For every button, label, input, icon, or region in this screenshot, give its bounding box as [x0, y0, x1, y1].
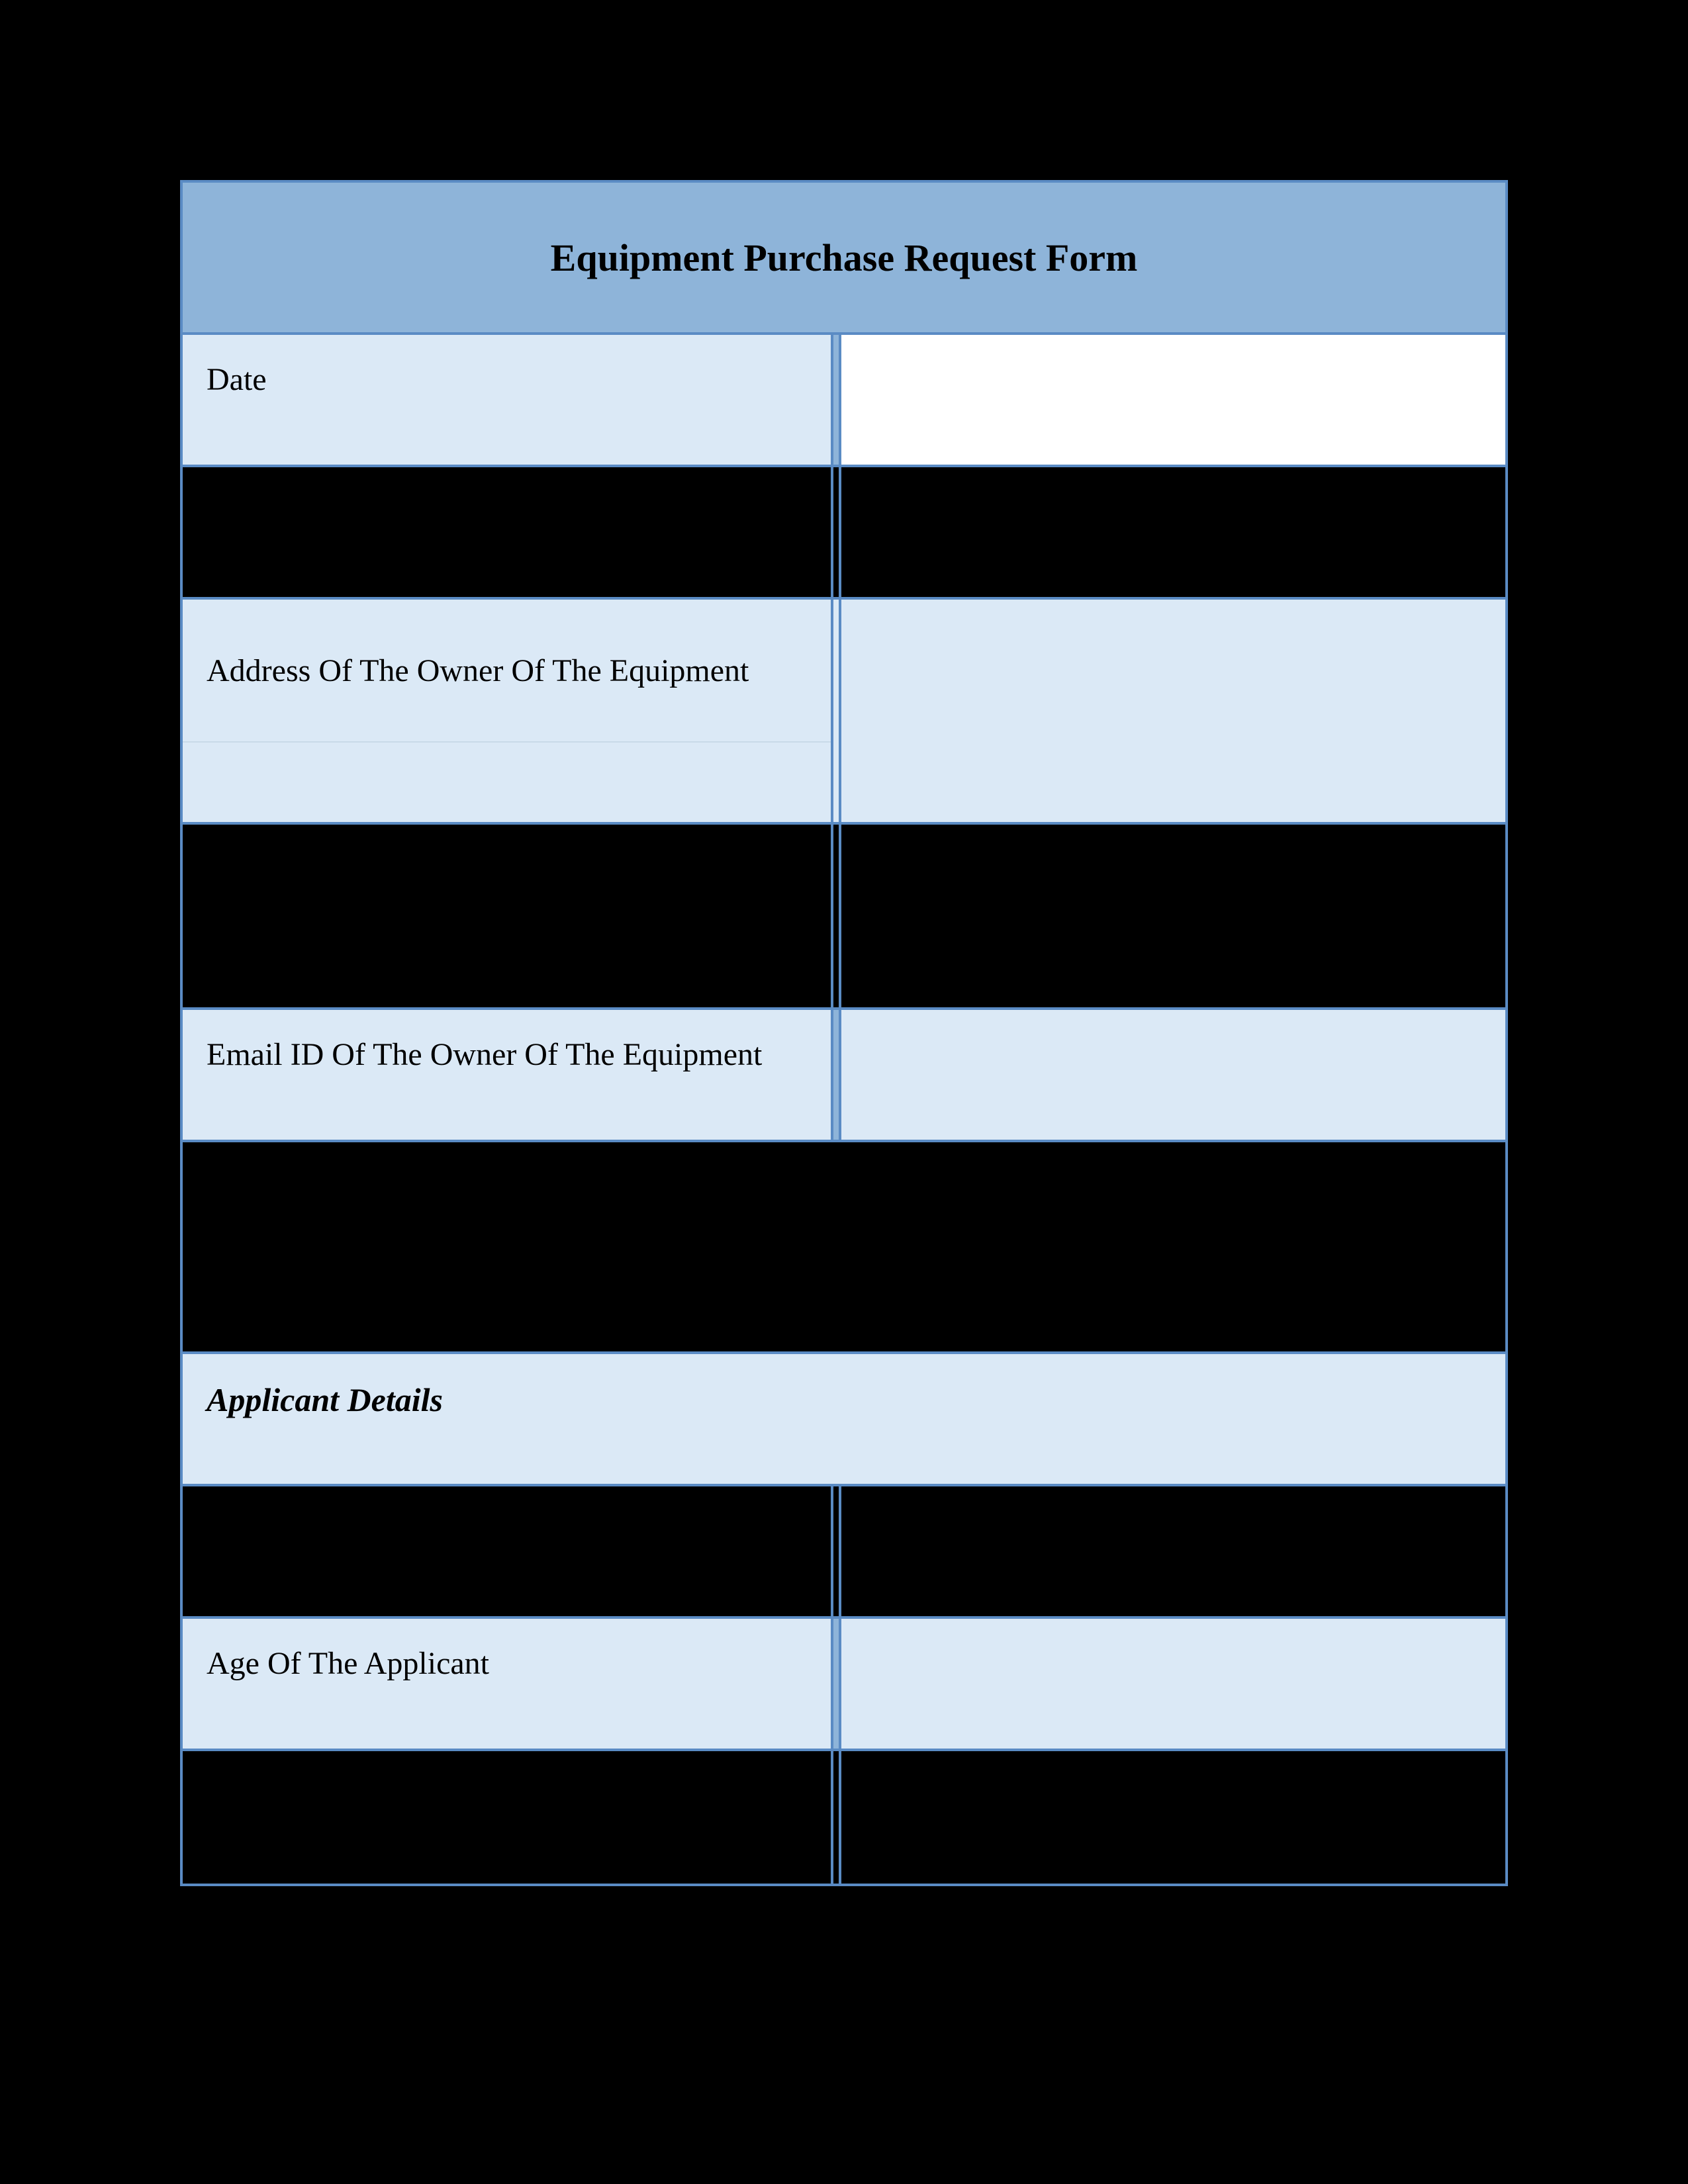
address-label-cell: Address Of The Owner Of The Equipment	[183, 600, 831, 822]
cell-divider	[831, 600, 841, 822]
cell-divider	[831, 335, 841, 465]
cell-divider	[831, 1486, 841, 1616]
row-spacer-4	[183, 1486, 1505, 1619]
row-spacer-3	[183, 1142, 1505, 1354]
cell-divider	[831, 1751, 841, 1884]
cell-divider	[831, 825, 841, 1007]
cell-divider	[831, 1010, 841, 1140]
row-email: Email ID Of The Owner Of The Equipment	[183, 1010, 1505, 1142]
spacer-value	[841, 825, 1505, 1007]
spacer-value	[841, 1751, 1505, 1884]
equipment-purchase-form: Equipment Purchase Request Form Date Add…	[180, 180, 1508, 1886]
age-label-cell: Age Of The Applicant	[183, 1619, 831, 1749]
spacer-full	[183, 1142, 1505, 1351]
email-label: Email ID Of The Owner Of The Equipment	[207, 1036, 762, 1073]
section-applicant-details: Applicant Details	[183, 1354, 1505, 1486]
form-title: Equipment Purchase Request Form	[183, 183, 1505, 335]
cell-divider	[831, 1619, 841, 1749]
spacer-label	[183, 825, 831, 1007]
spacer-value	[841, 1486, 1505, 1616]
row-date: Date	[183, 335, 1505, 467]
address-value-cell[interactable]	[841, 600, 1505, 822]
age-value-cell[interactable]	[841, 1619, 1505, 1749]
row-spacer-2	[183, 825, 1505, 1010]
email-value-cell[interactable]	[841, 1010, 1505, 1140]
spacer-value	[841, 467, 1505, 597]
date-label-cell: Date	[183, 335, 831, 465]
email-label-cell: Email ID Of The Owner Of The Equipment	[183, 1010, 831, 1140]
spacer-label	[183, 1751, 831, 1884]
row-age: Age Of The Applicant	[183, 1619, 1505, 1751]
spacer-label	[183, 1486, 831, 1616]
cell-divider	[831, 467, 841, 597]
date-value-cell[interactable]	[841, 335, 1505, 465]
address-label: Address Of The Owner Of The Equipment	[207, 653, 749, 689]
row-spacer-1	[183, 467, 1505, 600]
form-title-text: Equipment Purchase Request Form	[551, 236, 1138, 280]
row-address: Address Of The Owner Of The Equipment	[183, 600, 1505, 825]
row-spacer-5	[183, 1751, 1505, 1884]
age-label: Age Of The Applicant	[207, 1645, 489, 1682]
spacer-label	[183, 467, 831, 597]
date-label: Date	[207, 361, 267, 398]
section-applicant-label: Applicant Details	[207, 1381, 443, 1418]
